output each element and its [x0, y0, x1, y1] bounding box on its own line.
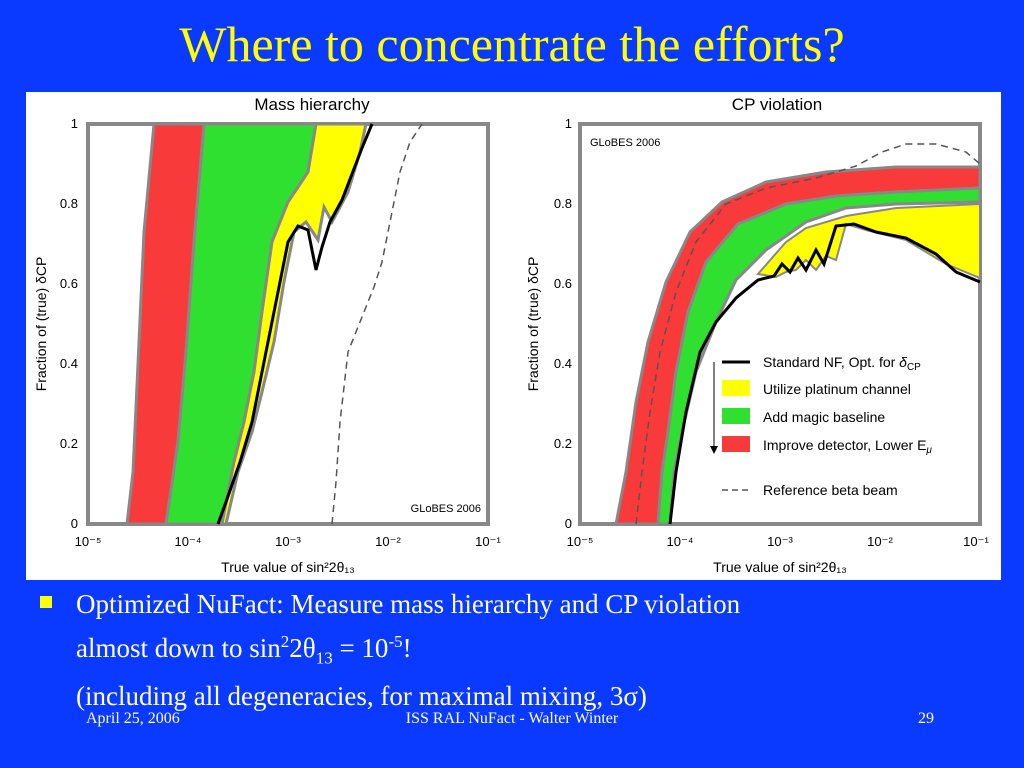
mass-hierarchy-ylabel: Fraction of (true) δCP — [33, 257, 49, 392]
cp-xtick-1e-1: 10⁻¹ — [963, 534, 989, 549]
cp-ytick-06: 0.6 — [554, 276, 572, 291]
legend-magic-baseline-swatch — [722, 408, 750, 424]
cp-xtick-1e-2: 10⁻² — [867, 534, 893, 549]
legend-arrow-head-icon — [710, 446, 718, 454]
mh-ytick-04: 0.4 — [60, 356, 78, 371]
cp-ytick-08: 0.8 — [554, 196, 572, 211]
legend-platinum-swatch — [722, 380, 750, 396]
cp-xtick-1e-4: 10⁻⁴ — [667, 534, 694, 549]
bullet-square-icon — [40, 596, 52, 608]
legend: Standard NF, Opt. for δCP Utilize platin… — [710, 354, 932, 498]
bullet-line-2: almost down to sin22θ13 = 10-5! — [76, 632, 412, 668]
cp-violation-xlabel: True value of sin²2θ₁₃ — [713, 559, 847, 575]
slide-title: Where to concentrate the efforts? — [179, 16, 845, 72]
panel-cp-violation: CP violation 0 0.2 0.4 0.6 0.8 1 10⁻⁵ 10… — [525, 95, 989, 575]
mh-ytick-1: 1 — [71, 116, 78, 131]
mass-hierarchy-x-ticks: 10⁻⁵ 10⁻⁴ 10⁻³ 10⁻² 10⁻¹ — [75, 534, 502, 549]
cp-ytick-1: 1 — [565, 116, 572, 131]
mass-hierarchy-globes-note: GLoBES 2006 — [411, 503, 481, 515]
mass-hierarchy-standard-nf-line — [216, 123, 374, 525]
mh-xtick-1e-2: 10⁻² — [375, 534, 401, 549]
cp-ytick-04: 0.4 — [554, 356, 572, 371]
cp-violation-standard-nf-line — [668, 222, 981, 525]
legend-standard-nf-label: Standard NF, Opt. for δCP — [763, 354, 921, 373]
mass-hierarchy-beta-beam-line — [331, 123, 423, 525]
footer-date: April 25, 2006 — [86, 710, 180, 727]
mh-xtick-1e-5: 10⁻⁵ — [75, 534, 102, 549]
mh-ytick-02: 0.2 — [60, 436, 78, 451]
mass-hierarchy-yellow-region — [220, 122, 368, 526]
footer-page-number: 29 — [918, 710, 934, 727]
mh-ytick-08: 0.8 — [60, 196, 78, 211]
legend-improve-detector-label: Improve detector, Lower Eμ — [763, 437, 932, 456]
cp-ytick-0: 0 — [565, 516, 572, 531]
legend-beta-beam-label: Reference beta beam — [763, 482, 898, 498]
footer-center: ISS RAL NuFact - Walter Winter — [405, 710, 619, 727]
cp-violation-x-ticks: 10⁻⁵ 10⁻⁴ 10⁻³ 10⁻² 10⁻¹ — [567, 534, 990, 549]
panel-mass-hierarchy: Mass hierarchy 0 0.2 0.4 0.6 0.8 1 10⁻⁵ … — [33, 95, 501, 575]
cp-ytick-02: 0.2 — [554, 436, 572, 451]
legend-improve-detector-swatch — [722, 436, 750, 452]
mass-hierarchy-y-ticks: 0 0.2 0.4 0.6 0.8 1 — [60, 116, 78, 531]
cp-violation-beta-beam-line — [635, 143, 981, 525]
mass-hierarchy-xlabel: True value of sin²2θ₁₃ — [221, 559, 355, 575]
mh-xtick-1e-1: 10⁻¹ — [475, 534, 501, 549]
cp-xtick-1e-5: 10⁻⁵ — [567, 534, 594, 549]
mh-ytick-06: 0.6 — [60, 276, 78, 291]
bullet-line-1: Optimized NuFact: Measure mass hierarchy… — [76, 589, 741, 619]
cp-violation-ylabel: Fraction of (true) δCP — [525, 257, 541, 392]
legend-platinum-label: Utilize platinum channel — [763, 381, 911, 397]
bullet-text: Optimized NuFact: Measure mass hierarchy… — [76, 585, 996, 715]
legend-magic-baseline-label: Add magic baseline — [763, 409, 885, 425]
cp-violation-y-ticks: 0 0.2 0.4 0.6 0.8 1 — [554, 116, 572, 531]
bullet-line-3: (including all degeneracies, for maximal… — [76, 681, 647, 712]
mh-xtick-1e-3: 10⁻³ — [275, 534, 301, 549]
cp-violation-yellow-region — [756, 202, 981, 280]
figure: Mass hierarchy 0 0.2 0.4 0.6 0.8 1 10⁻⁵ … — [26, 92, 1001, 580]
mass-hierarchy-title: Mass hierarchy — [254, 95, 370, 114]
mh-xtick-1e-4: 10⁻⁴ — [175, 534, 202, 549]
cp-xtick-1e-3: 10⁻³ — [767, 534, 793, 549]
figure-svg: Mass hierarchy 0 0.2 0.4 0.6 0.8 1 10⁻⁵ … — [33, 95, 989, 575]
cp-violation-globes-note: GLoBES 2006 — [590, 137, 660, 149]
mh-ytick-0: 0 — [71, 516, 78, 531]
cp-violation-title: CP violation — [732, 95, 822, 114]
